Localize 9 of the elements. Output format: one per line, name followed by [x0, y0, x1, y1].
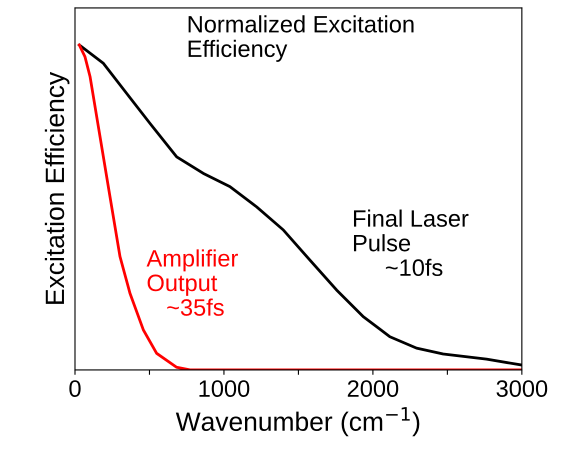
x-tick-label: 2000	[348, 380, 398, 397]
x-tick-label: 3000	[496, 380, 548, 397]
y-axis-title: Excitation Efficiency	[44, 72, 70, 304]
annotation: Normalized Excitation Efficiency	[188, 15, 414, 62]
x-tick-label: 1000	[199, 380, 250, 397]
x-axis-title: Wavenumber (cm$^{−1}$)	[176, 407, 420, 436]
series-label: Final Laser Pulse ~10fs	[354, 210, 468, 276]
series-label: Amplifier Output ~35fs	[146, 249, 238, 316]
x-tick-label: 0	[69, 380, 81, 397]
